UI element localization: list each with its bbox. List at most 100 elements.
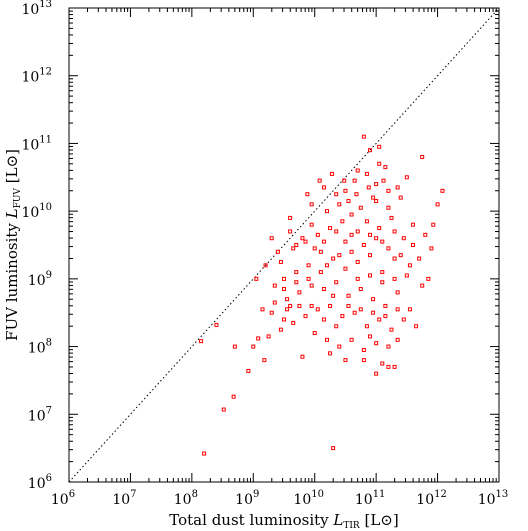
data-point <box>272 283 277 288</box>
x-tick-label: 1013 <box>478 489 509 508</box>
data-point <box>343 266 348 271</box>
data-point <box>285 307 290 312</box>
data-point <box>398 195 403 200</box>
data-point <box>389 215 394 220</box>
data-point <box>358 307 363 312</box>
data-point <box>355 229 360 234</box>
data-point <box>263 263 268 268</box>
data-point <box>246 368 251 373</box>
data-point <box>343 239 348 244</box>
data-point <box>417 256 422 261</box>
data-point <box>371 195 376 200</box>
data-point <box>383 314 388 319</box>
data-point <box>381 178 386 183</box>
data-point <box>202 451 207 456</box>
data-point <box>340 219 345 224</box>
data-point <box>364 219 369 224</box>
data-point <box>331 446 336 451</box>
data-point <box>355 168 360 173</box>
x-tick-label: 108 <box>174 489 198 508</box>
data-point <box>386 188 391 193</box>
data-point <box>395 185 400 190</box>
data-point <box>358 287 363 292</box>
data-point <box>398 253 403 258</box>
data-point <box>306 276 311 281</box>
data-point <box>288 215 293 220</box>
data-point <box>346 198 351 203</box>
data-point <box>269 236 274 241</box>
data-point <box>325 209 329 214</box>
data-point <box>309 222 314 227</box>
data-point <box>343 188 348 193</box>
data-point <box>346 293 351 298</box>
data-point <box>374 371 379 376</box>
data-point <box>288 303 293 308</box>
data-point <box>364 324 369 329</box>
data-point <box>317 178 322 183</box>
data-point <box>309 303 314 308</box>
data-point <box>392 256 397 261</box>
data-point <box>352 178 357 183</box>
data-point <box>272 300 277 305</box>
x-tick-label: 1011 <box>355 489 386 508</box>
data-point <box>404 273 409 278</box>
data-point <box>266 334 271 339</box>
data-point <box>386 246 391 251</box>
data-point <box>352 310 357 315</box>
data-point <box>349 232 354 237</box>
y-axis-title: FUV luminosity LFUV [L⊙] <box>3 149 23 341</box>
data-point <box>300 236 305 241</box>
data-point <box>331 256 336 261</box>
data-point <box>334 192 339 197</box>
data-point <box>377 144 382 149</box>
data-point <box>380 280 385 285</box>
data-point <box>312 246 317 251</box>
y-tick-label: 1010 <box>21 202 52 221</box>
data-point <box>282 317 286 322</box>
data-point <box>431 222 436 227</box>
data-point <box>337 253 342 258</box>
data-point <box>377 317 382 322</box>
data-point <box>392 364 397 369</box>
data-point <box>342 178 347 183</box>
data-point <box>221 407 226 412</box>
data-point <box>361 358 366 363</box>
data-point <box>380 361 385 366</box>
data-point <box>377 161 382 166</box>
data-point <box>380 270 385 275</box>
data-point <box>389 327 394 332</box>
data-point <box>305 192 310 197</box>
y-tick-label: 108 <box>28 338 52 357</box>
data-point <box>349 212 354 217</box>
x-tick-label: 106 <box>51 489 75 508</box>
data-point <box>325 263 329 268</box>
data-point <box>440 188 445 193</box>
y-tick-label: 109 <box>28 270 52 289</box>
data-point <box>386 344 391 349</box>
data-point <box>288 229 293 234</box>
data-point <box>420 154 425 159</box>
data-point <box>328 303 333 308</box>
x-axis-title: Total dust luminosity LTIR [L⊙] <box>169 511 398 531</box>
data-point <box>282 287 286 292</box>
data-point <box>368 232 372 237</box>
data-point <box>291 320 296 325</box>
data-point <box>383 165 388 170</box>
data-point <box>401 317 406 322</box>
data-point <box>395 307 400 312</box>
data-point <box>355 259 360 264</box>
data-point <box>262 358 267 363</box>
plot-area-frame <box>68 7 500 483</box>
data-point <box>420 283 425 288</box>
data-point <box>435 202 440 207</box>
data-point <box>254 276 259 281</box>
y-tick-labels: 106 107 108 109 1010 1011 1012 1013 <box>21 0 52 492</box>
data-point <box>278 259 283 264</box>
data-point <box>303 239 308 244</box>
data-point <box>306 263 311 268</box>
data-point <box>392 276 397 281</box>
data-point <box>275 249 280 254</box>
data-point <box>231 394 236 399</box>
data-point <box>294 243 299 247</box>
data-point <box>251 344 256 349</box>
